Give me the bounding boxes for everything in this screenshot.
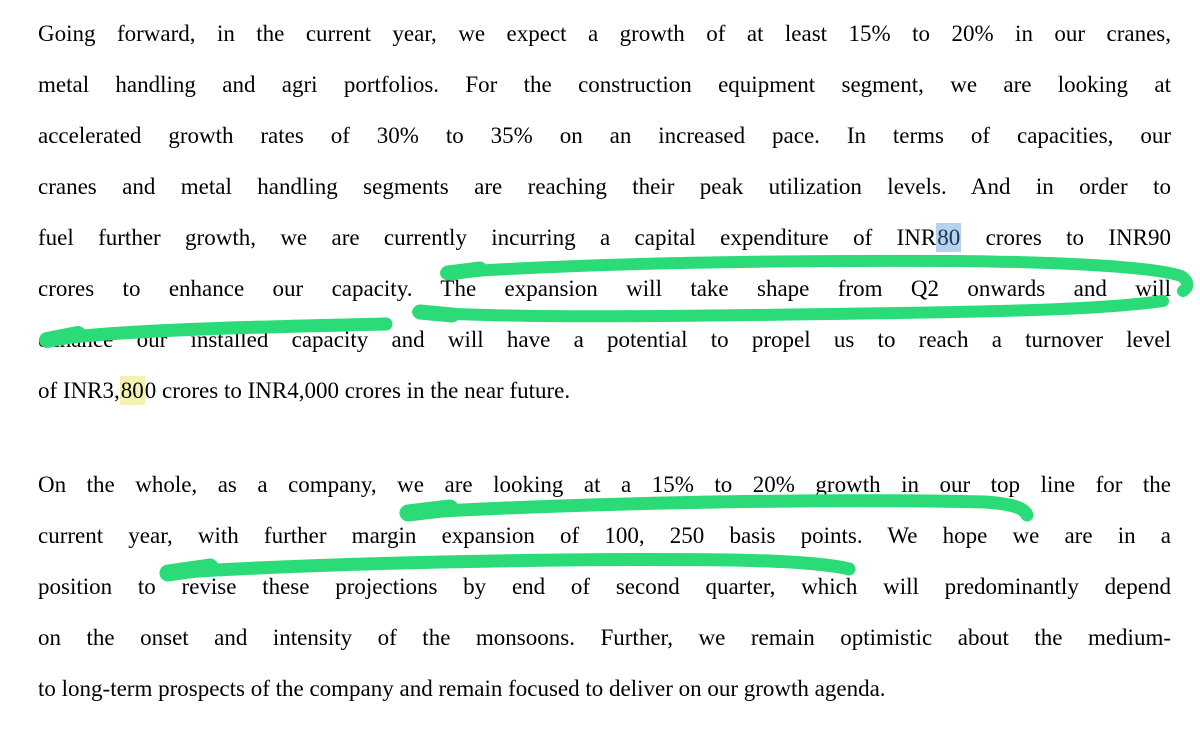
text-line: On the whole, as a company, we are looki…: [38, 459, 1171, 510]
text-segment: 0 crores to INR4,000 crores in the near …: [144, 378, 571, 403]
paragraph-1: Going forward, in the current year, we e…: [38, 8, 1171, 416]
text-segment: of INR3,: [38, 378, 120, 403]
text-line: enhance our installed capacity and will …: [38, 314, 1171, 365]
text-segment: Going forward, in the current year, we e…: [38, 21, 1171, 46]
yellow-text-highlight: 80: [119, 376, 145, 405]
text-segment: accelerated growth rates of 30% to 35% o…: [38, 123, 1171, 148]
text-line: position to revise these projections by …: [38, 561, 1171, 612]
text-segment: crores to INR90: [961, 225, 1171, 250]
text-line: cranes and metal handling segments are r…: [38, 161, 1171, 212]
text-segment: position to revise these projections by …: [38, 574, 1171, 599]
text-segment: metal handling and agri portfolios. For …: [38, 72, 1171, 97]
text-line: accelerated growth rates of 30% to 35% o…: [38, 110, 1171, 161]
text-segment: On the whole, as a company, we are looki…: [38, 472, 1171, 497]
text-line: fuel further growth, we are currently in…: [38, 212, 1171, 263]
text-line: to long-term prospects of the company an…: [38, 663, 1171, 714]
text-line: of INR3,800 crores to INR4,000 crores in…: [38, 365, 1171, 416]
text-segment: current year, with further margin expans…: [38, 523, 1171, 548]
text-line: crores to enhance our capacity. The expa…: [38, 263, 1171, 314]
search-hit-highlight: 80: [936, 223, 962, 252]
text-segment: to long-term prospects of the company an…: [38, 676, 886, 701]
text-segment: fuel further growth, we are currently in…: [38, 225, 937, 250]
paragraph-2: On the whole, as a company, we are looki…: [38, 459, 1171, 714]
text-segment: cranes and metal handling segments are r…: [38, 174, 1171, 199]
text-line: metal handling and agri portfolios. For …: [38, 59, 1171, 110]
text-segment: enhance our installed capacity and will …: [38, 327, 1171, 352]
text-line: Going forward, in the current year, we e…: [38, 8, 1171, 59]
text-segment: on the onset and intensity of the monsoo…: [38, 625, 1171, 650]
text-line: current year, with further margin expans…: [38, 510, 1171, 561]
document-text: Going forward, in the current year, we e…: [38, 8, 1171, 714]
text-segment: crores to enhance our capacity. The expa…: [38, 276, 1171, 301]
text-line: on the onset and intensity of the monsoo…: [38, 612, 1171, 663]
